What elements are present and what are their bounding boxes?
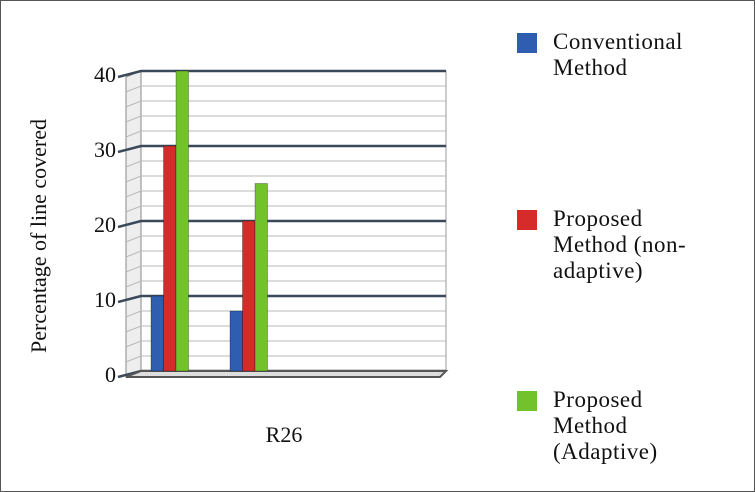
minor-grid-line	[125, 115, 446, 123]
minor-grid-line	[125, 310, 446, 318]
bar	[242, 220, 256, 372]
minor-grid-line	[125, 85, 446, 93]
minor-grid-line	[125, 340, 446, 348]
minor-grid-line	[125, 175, 446, 183]
bar	[175, 70, 189, 372]
y-tick-label: 40	[94, 62, 116, 87]
minor-grid-line	[125, 265, 446, 273]
legend-swatch	[517, 210, 537, 230]
legend-item: Proposed Method (Adaptive)	[517, 387, 717, 465]
minor-grid-line	[125, 325, 446, 333]
y-tick-label: 10	[94, 287, 116, 312]
minor-grid-line	[125, 280, 446, 288]
y-tick-label: 30	[94, 137, 116, 162]
minor-grid-line	[125, 250, 446, 258]
y-axis-label: Percentage of line covered	[26, 119, 51, 353]
minor-grid-line	[125, 160, 446, 168]
legend-item: Proposed Method (non-adaptive)	[517, 206, 717, 284]
bar	[163, 145, 177, 372]
bar	[254, 183, 268, 372]
grid-line	[117, 294, 446, 304]
floor	[125, 370, 449, 378]
legend-label: Proposed Method (non-adaptive)	[553, 206, 687, 283]
bar	[150, 295, 164, 372]
minor-grid-line	[125, 100, 446, 108]
legend-swatch	[517, 391, 537, 411]
minor-grid-line	[125, 130, 446, 138]
grid-line	[117, 219, 446, 229]
legend-swatch	[517, 33, 537, 53]
y-tick-label: 20	[94, 212, 116, 237]
legend-label: Proposed Method (Adaptive)	[553, 387, 658, 464]
legend-item: Conventional Method	[517, 29, 717, 81]
bar	[229, 310, 243, 372]
minor-grid-line	[125, 205, 446, 213]
y-tick-label: 0	[105, 362, 116, 387]
minor-grid-line	[125, 355, 446, 363]
x-axis-label: R26	[266, 422, 303, 447]
minor-grid-line	[125, 235, 446, 243]
grid-line	[117, 69, 446, 79]
minor-grid-line	[125, 190, 446, 198]
grid-line	[117, 144, 446, 154]
legend-label: Conventional Method	[553, 29, 683, 80]
